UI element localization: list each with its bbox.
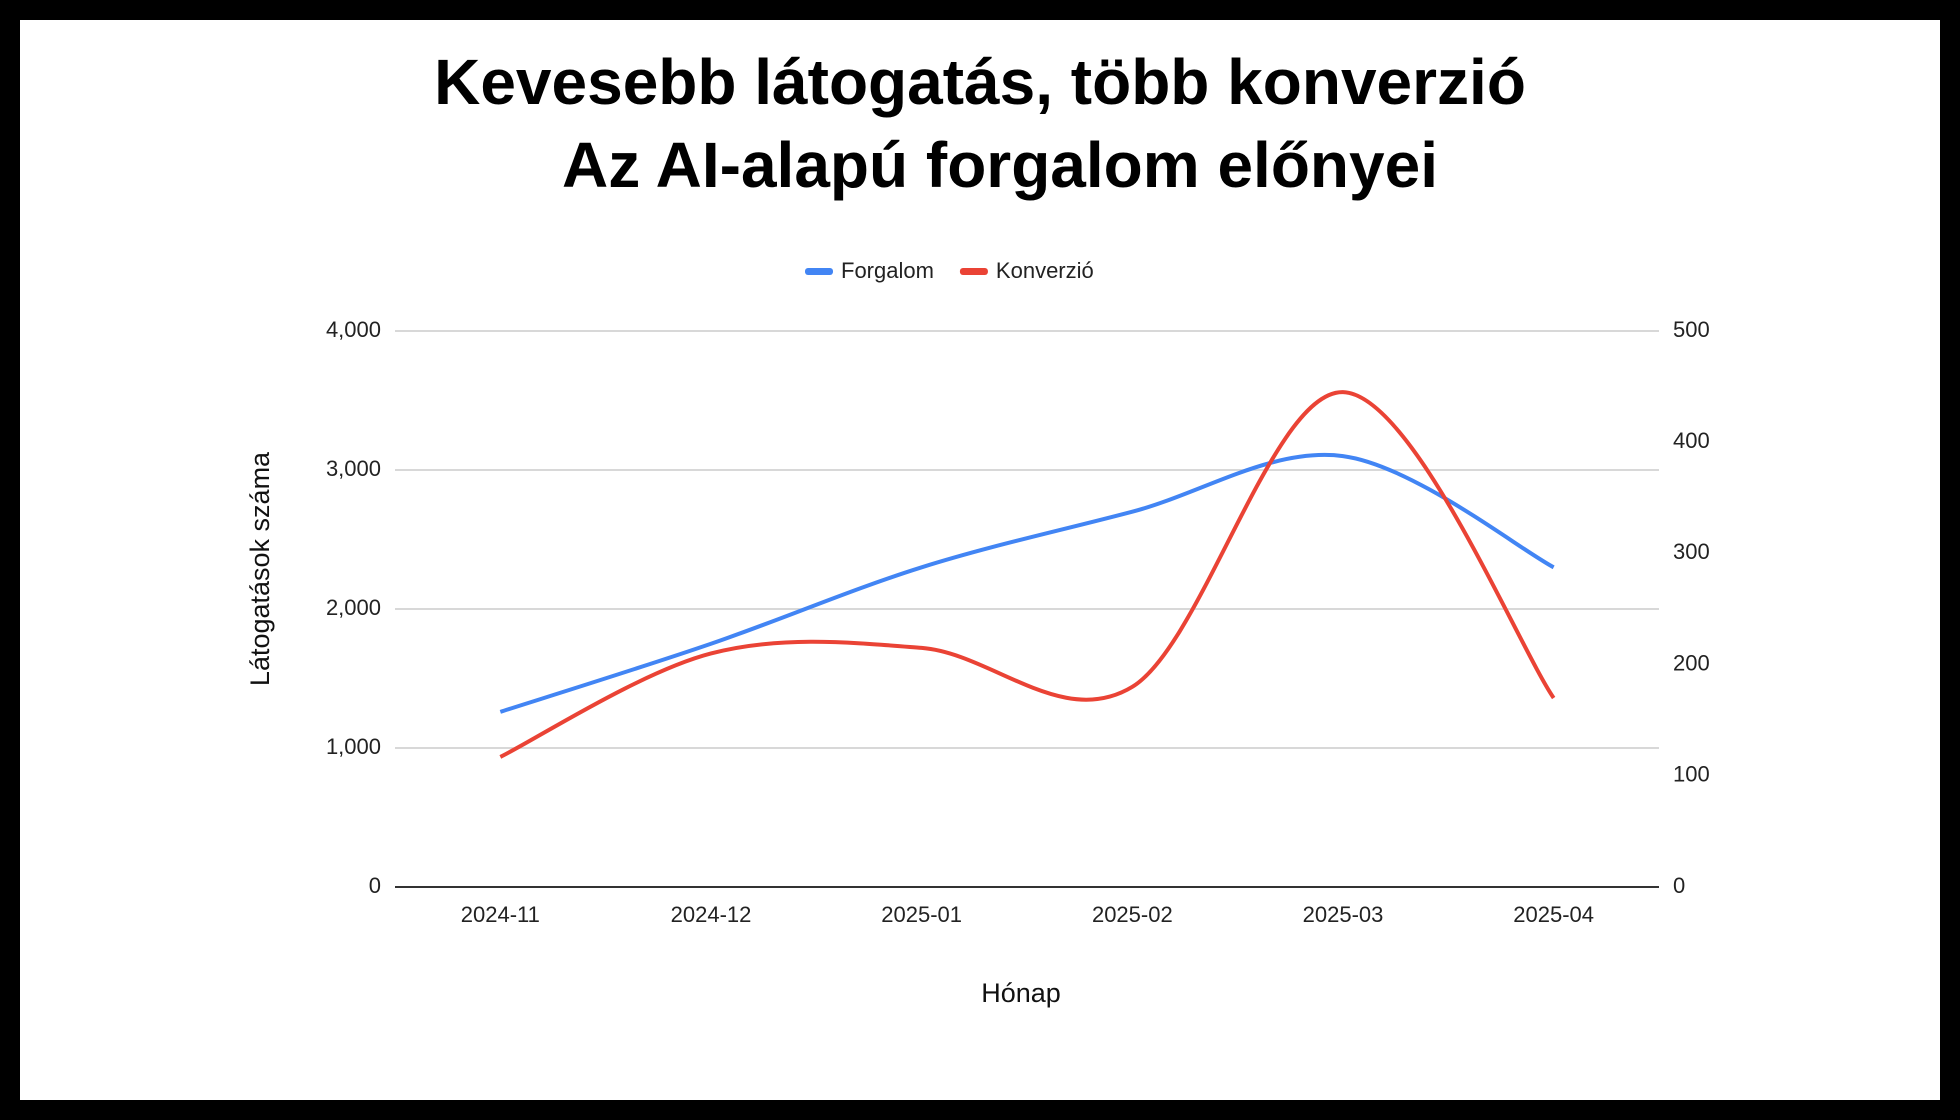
- y2-tick-label: 500: [1673, 317, 1710, 342]
- legend-swatch: [959, 268, 988, 275]
- x-axis-title: Hónap: [981, 978, 1061, 1008]
- legend-label: Konverzió: [996, 258, 1094, 283]
- y2-tick-label: 300: [1673, 539, 1710, 564]
- y-tick-label: 1,000: [326, 734, 381, 759]
- x-tick-label: 2025-02: [1092, 902, 1173, 927]
- legend-swatch: [805, 268, 833, 275]
- series-line: [499, 452, 1555, 714]
- x-tick-label: 2024-11: [461, 902, 540, 927]
- y-tick-label: 0: [369, 873, 381, 898]
- chart-background: [20, 20, 1940, 1100]
- series-line: [499, 390, 1556, 759]
- y-axis-title: Látogatások száma: [245, 451, 275, 686]
- x-tick-label: 2025-04: [1513, 902, 1594, 927]
- y2-tick-label: 400: [1673, 428, 1710, 453]
- y2-tick-label: 100: [1673, 762, 1710, 787]
- legend-label: Forgalom: [841, 258, 934, 283]
- y2-tick-label: 200: [1673, 650, 1710, 675]
- y-tick-label: 4,000: [326, 317, 381, 342]
- y2-tick-label: 0: [1673, 873, 1685, 898]
- y-tick-label: 3,000: [326, 456, 381, 481]
- x-tick-label: 2024-12: [671, 902, 752, 927]
- x-tick-label: 2025-01: [881, 902, 962, 927]
- x-tick-label: 2025-03: [1303, 902, 1384, 927]
- y-tick-label: 2,000: [326, 595, 381, 620]
- chart-title: Kevesebb látogatás, több konverzió: [434, 46, 1526, 118]
- chart-subtitle: Az AI-alapú forgalom előnyei: [562, 129, 1438, 201]
